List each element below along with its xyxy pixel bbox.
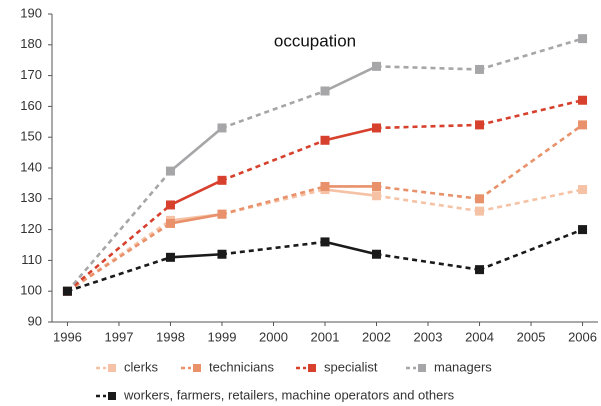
- legend-label: workers, farmers, retailers, machine ope…: [123, 387, 455, 402]
- line-segment: [324, 126, 377, 142]
- x-tick-label: 2000: [259, 329, 288, 344]
- x-tick-label: 1999: [208, 329, 237, 344]
- line-segment: [479, 37, 583, 71]
- y-tick-label: 160: [20, 98, 42, 113]
- x-tick-label: 1996: [53, 329, 82, 344]
- line-segment: [376, 185, 480, 201]
- marker: [578, 34, 588, 44]
- marker: [217, 209, 227, 219]
- line-segment: [170, 252, 223, 259]
- line-segment: [324, 240, 377, 256]
- marker: [578, 95, 588, 105]
- marker: [62, 286, 72, 296]
- x-tick-label: 2005: [517, 329, 546, 344]
- y-tick-label: 120: [20, 221, 42, 236]
- legend-label: specialist: [324, 359, 378, 374]
- legend-label: managers: [434, 359, 492, 374]
- legend-marker: [108, 392, 116, 400]
- x-tick-label: 2003: [414, 329, 443, 344]
- y-tick-label: 110: [21, 252, 42, 267]
- marker: [475, 194, 485, 204]
- x-tick-label: 2006: [568, 329, 597, 344]
- x-tick-label: 2001: [311, 329, 340, 344]
- marker: [578, 120, 588, 130]
- x-tick-label: 1998: [156, 329, 185, 344]
- x-tick-label: 1997: [105, 329, 134, 344]
- line-segment: [324, 188, 377, 198]
- line-segment: [221, 188, 326, 216]
- marker: [372, 123, 382, 133]
- marker: [475, 64, 485, 74]
- line-segment: [479, 98, 583, 127]
- line-segment: [324, 65, 378, 93]
- marker: [320, 135, 330, 145]
- marker: [165, 218, 175, 228]
- marker: [578, 225, 588, 235]
- line-segment: [478, 123, 584, 200]
- line-segment: [66, 203, 172, 293]
- marker: [372, 249, 382, 259]
- line-segment: [221, 89, 326, 130]
- line-segment: [376, 123, 480, 130]
- line-segment: [169, 126, 223, 173]
- marker: [372, 61, 382, 71]
- marker: [475, 120, 485, 130]
- marker: [165, 252, 175, 262]
- legend-marker: [308, 364, 316, 372]
- marker: [372, 191, 382, 201]
- marker: [217, 249, 227, 259]
- marker: [578, 185, 588, 195]
- y-tick-label: 140: [20, 159, 42, 174]
- line-segment: [479, 228, 584, 271]
- marker: [217, 175, 227, 185]
- line-segment: [479, 188, 583, 213]
- y-tick-label: 150: [20, 129, 42, 144]
- line-segment: [376, 65, 480, 71]
- x-tick-label: 2004: [465, 329, 494, 344]
- y-tick-label: 170: [20, 67, 42, 82]
- legend-label: technicians: [209, 359, 275, 374]
- legend-marker: [193, 364, 201, 372]
- line-segment: [66, 222, 172, 293]
- line-segment: [67, 256, 171, 293]
- marker: [320, 86, 330, 96]
- line-segment: [221, 139, 326, 182]
- marker: [372, 181, 382, 191]
- line-segment: [170, 212, 223, 225]
- marker: [475, 265, 485, 275]
- line-segment: [169, 179, 223, 207]
- legend-marker: [108, 364, 116, 372]
- legend-marker: [418, 364, 426, 372]
- line-segment: [376, 194, 480, 213]
- marker: [320, 181, 330, 191]
- marker: [165, 200, 175, 210]
- line-segment: [221, 185, 326, 216]
- y-tick-label: 130: [20, 190, 42, 205]
- x-tick-label: 2002: [362, 329, 391, 344]
- line-segment: [221, 240, 326, 256]
- y-tick-label: 180: [20, 36, 42, 51]
- marker: [475, 206, 485, 216]
- line-segment: [376, 252, 480, 271]
- chart-title: occupation: [274, 31, 356, 50]
- marker: [165, 166, 175, 176]
- marker: [217, 123, 227, 133]
- marker: [320, 237, 330, 247]
- y-tick-label: 190: [20, 5, 42, 20]
- y-tick-label: 100: [20, 283, 42, 298]
- y-tick-label: 90: [28, 313, 42, 328]
- legend-label: clerks: [124, 359, 158, 374]
